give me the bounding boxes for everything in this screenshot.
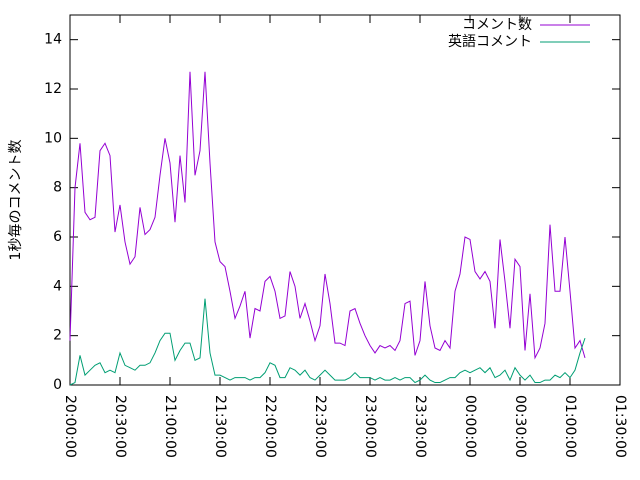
x-tick-label: 00:30:00 [512, 395, 528, 458]
legend-label: 英語コメント [448, 33, 532, 50]
x-tick-label: 23:00:00 [362, 395, 378, 458]
legend-label: コメント数 [462, 17, 532, 33]
x-tick-label: 20:30:00 [112, 395, 128, 458]
y-tick-label: 0 [53, 377, 62, 393]
y-tick-label: 8 [53, 180, 62, 196]
y-tick-label: 14 [44, 32, 62, 48]
x-tick-label: 20:00:00 [62, 395, 78, 458]
y-tick-label: 12 [44, 81, 62, 97]
x-tick-label: 21:00:00 [162, 395, 178, 458]
x-tick-label: 01:00:00 [562, 395, 578, 458]
x-tick-label: 23:30:00 [412, 395, 428, 458]
y-tick-label: 4 [53, 278, 62, 294]
series-line [69, 71, 586, 360]
y-axis-label: 1秒毎のコメント数 [8, 140, 24, 261]
x-tick-label: 22:00:00 [262, 395, 278, 458]
y-tick-label: 2 [53, 328, 62, 344]
plot-frame [69, 14, 621, 386]
x-tick-label: 00:00:00 [462, 395, 478, 458]
x-tick-label: 22:30:00 [312, 395, 328, 458]
y-tick-label: 10 [44, 130, 62, 146]
x-tick-label: 21:30:00 [212, 395, 228, 458]
x-tick-label: 01:30:00 [612, 395, 628, 458]
series-line [69, 298, 586, 386]
y-tick-label: 6 [53, 229, 62, 245]
